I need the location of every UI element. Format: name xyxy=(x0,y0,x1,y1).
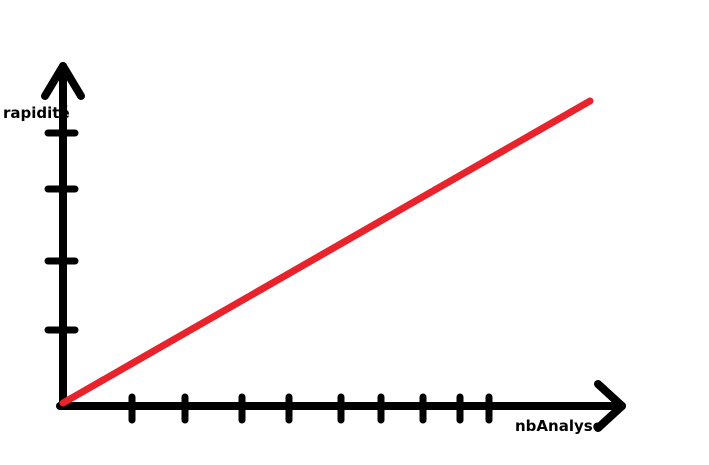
x-ticks xyxy=(128,393,493,424)
series xyxy=(59,97,594,407)
x-axis-arrow xyxy=(594,380,626,432)
y-axis xyxy=(41,62,85,408)
y-ticks xyxy=(44,129,79,334)
y-axis-arrow xyxy=(41,62,85,100)
series-line xyxy=(59,97,594,407)
y-axis-label: rapidité xyxy=(3,104,70,122)
x-axis-label: nbAnalyse xyxy=(515,417,603,435)
